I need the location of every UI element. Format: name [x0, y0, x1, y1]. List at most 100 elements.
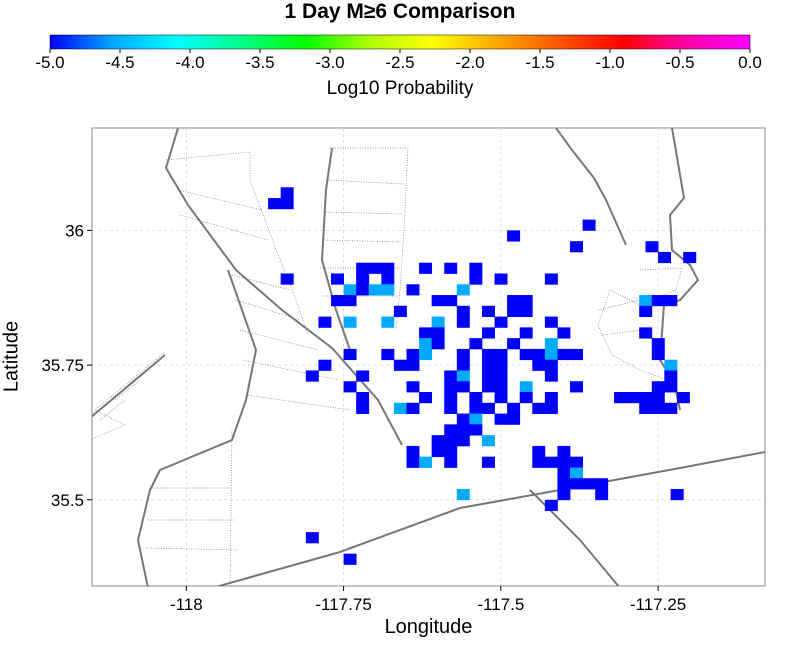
heatmap-cell: [570, 478, 583, 490]
x-tick-label: -118: [170, 595, 203, 614]
heatmap-cell: [481, 348, 495, 361]
heatmap-cell: [368, 262, 382, 274]
colorbar-tick-label: -4.0: [175, 53, 204, 72]
heatmap-cell: [431, 295, 445, 307]
y-tick-label: 36: [65, 221, 84, 240]
heatmap-cells: [268, 187, 697, 565]
heatmap-cell: [582, 219, 596, 231]
heatmap-cell: [431, 435, 445, 447]
heatmap-cell: [639, 402, 653, 414]
colorbar-tick-label: -2.0: [455, 53, 484, 72]
heatmap-cell: [393, 305, 407, 317]
heatmap-cell: [406, 445, 420, 458]
heatmap-cell: [356, 370, 370, 382]
heatmap-cell: [651, 392, 665, 404]
y-tick-label: 35.75: [41, 356, 84, 375]
heatmap-cell: [318, 316, 332, 328]
heatmap-cell: [456, 370, 470, 382]
heatmap-cell: [469, 424, 483, 436]
x-tick-label: -117.5: [477, 595, 524, 614]
heatmap-cell: [381, 348, 395, 361]
y-tick-label: 35.5: [51, 491, 84, 510]
x-tick-label: -117.75: [315, 595, 371, 614]
colorbar-tick-label: -2.5: [385, 53, 414, 72]
heatmap-cell: [356, 273, 370, 285]
heatmap-cell: [456, 489, 470, 501]
colorbar-tick-label: 0.0: [738, 53, 762, 72]
heatmap-cell: [469, 402, 483, 414]
heatmap-cell: [595, 478, 609, 490]
colorbar-tick-label: -1.0: [595, 53, 624, 72]
heatmap-cell: [557, 467, 571, 479]
heatmap-cell: [305, 370, 319, 382]
heatmap-cell: [494, 370, 508, 382]
heatmap-cell: [532, 445, 546, 458]
heatmap-cell: [318, 359, 332, 371]
heatmap-cell: [582, 478, 596, 490]
heatmap-cell: [419, 327, 433, 339]
heatmap-cell: [343, 295, 357, 307]
heatmap-cell: [570, 467, 583, 479]
heatmap-cell: [544, 456, 558, 468]
heatmap-cell: [651, 348, 665, 361]
heatmap-cell: [519, 381, 533, 393]
heatmap-cell: [544, 392, 558, 404]
heatmap-cell: [469, 392, 483, 404]
heatmap-cell: [532, 348, 546, 361]
heatmap-cell: [557, 348, 571, 361]
heatmap-cell: [381, 316, 395, 328]
heatmap-cell: [658, 251, 672, 264]
heatmap-cell: [444, 424, 458, 436]
heatmap-cell: [670, 489, 684, 501]
heatmap-cell: [519, 327, 533, 339]
heatmap-cell: [481, 305, 495, 317]
colorbar-tick-label: -3.0: [315, 53, 344, 72]
heatmap-cell: [664, 295, 678, 307]
heatmap-cell: [532, 359, 546, 371]
colorbar: [49, 34, 751, 50]
heatmap-cell: [356, 402, 370, 414]
heatmap-cell: [595, 489, 609, 501]
heatmap-cell: [431, 327, 445, 339]
heatmap-cell: [356, 284, 370, 296]
heatmap-cell: [280, 198, 294, 210]
heatmap-cell: [356, 392, 370, 404]
heatmap-cell: [664, 370, 678, 382]
heatmap-cell: [469, 273, 483, 285]
heatmap-cell: [557, 327, 571, 339]
heatmap-cell: [544, 402, 558, 414]
heatmap-cell: [305, 532, 319, 544]
heatmap-cell: [444, 370, 458, 382]
heatmap-cell: [557, 478, 571, 490]
heatmap-cell: [664, 381, 678, 393]
heatmap-cell: [639, 327, 653, 339]
heatmap-cell: [494, 413, 508, 425]
heatmap-cell: [419, 348, 433, 361]
heatmap-cell: [664, 402, 678, 414]
heatmap-cell: [444, 392, 458, 404]
heatmap-cell: [683, 251, 697, 264]
heatmap-cell: [544, 338, 558, 350]
heatmap-cell: [544, 370, 558, 382]
heatmap-cell: [481, 359, 495, 371]
heatmap-cell: [519, 392, 533, 404]
heatmap-cell: [544, 359, 558, 371]
heatmap-cell: [481, 435, 495, 447]
heatmap-cell: [570, 381, 583, 393]
heatmap-cell: [381, 273, 395, 285]
heatmap-cell: [507, 338, 521, 350]
heatmap-cell: [381, 262, 395, 274]
heatmap-cell: [406, 402, 420, 414]
colorbar-tick-label: -0.5: [665, 53, 694, 72]
colorbar-tick-label: -5.0: [35, 53, 64, 72]
heatmap-cell: [507, 295, 521, 307]
heatmap-cell: [481, 370, 495, 382]
heatmap-cell: [343, 316, 357, 328]
heatmap-cell: [614, 392, 628, 404]
heatmap-cell: [469, 413, 483, 425]
heatmap-cell: [431, 316, 445, 328]
heatmap-cell: [664, 359, 678, 371]
heatmap-cell: [268, 198, 282, 210]
heatmap-cell: [456, 435, 470, 447]
